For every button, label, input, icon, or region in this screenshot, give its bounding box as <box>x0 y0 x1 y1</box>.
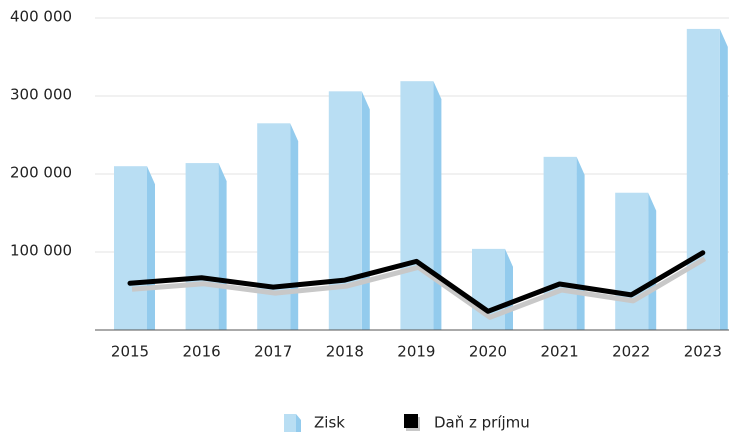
line <box>127 250 706 314</box>
x-tick-label: 2022 <box>612 343 650 361</box>
bar-side <box>719 28 728 330</box>
line-shadow <box>131 256 707 320</box>
bar <box>400 81 434 331</box>
bar-side <box>147 166 155 330</box>
bar <box>686 28 720 330</box>
legend-label: Zisk <box>314 414 345 432</box>
x-tick-label: 2016 <box>183 343 221 361</box>
y-tick-label: 400 000 <box>10 8 72 26</box>
bar <box>257 123 291 330</box>
bar-side <box>218 163 227 330</box>
bar <box>328 91 362 330</box>
x-tick-label: 2018 <box>326 343 364 361</box>
x-tick-label: 2020 <box>469 343 507 361</box>
bar-side <box>361 91 370 330</box>
bar-side <box>505 248 513 330</box>
y-tick-label: 300 000 <box>10 86 72 104</box>
legend-label: Daň z príjmu <box>434 414 530 432</box>
bar-side <box>648 192 657 330</box>
bar-side <box>576 156 585 330</box>
y-tick-label: 100 000 <box>10 242 72 260</box>
legend-swatch-side <box>296 414 301 432</box>
bar <box>114 166 147 330</box>
bar-side <box>290 123 299 330</box>
bar <box>185 163 219 330</box>
legend-swatch <box>404 414 418 428</box>
x-tick-label: 2017 <box>254 343 292 361</box>
legend-swatch <box>284 414 296 432</box>
bar-side <box>433 81 442 331</box>
y-tick-label: 200 000 <box>10 164 72 182</box>
bar <box>543 156 577 330</box>
x-tick-label: 2023 <box>684 343 722 361</box>
x-tick-label: 2015 <box>111 343 149 361</box>
x-tick-label: 2021 <box>541 343 579 361</box>
bar <box>615 192 649 330</box>
x-tick-label: 2019 <box>397 343 435 361</box>
